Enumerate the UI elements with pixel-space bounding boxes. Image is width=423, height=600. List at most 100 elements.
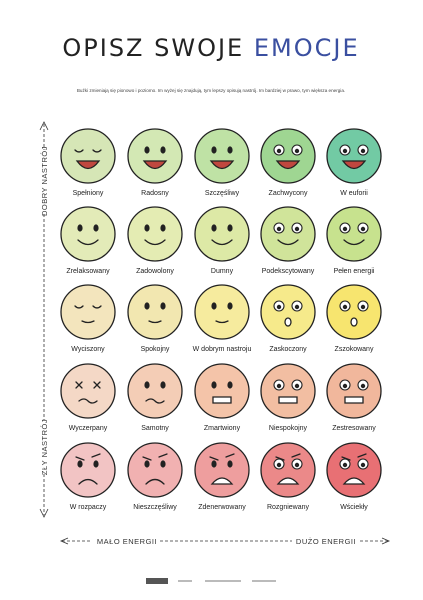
face-label: Podekscytowany	[262, 268, 315, 275]
subtitle: Buźki zmieniają się pionowo i poziomo. I…	[77, 88, 345, 93]
mouth	[75, 160, 101, 170]
pupil	[294, 304, 300, 310]
face	[326, 284, 382, 340]
face-label: Pełen energii	[334, 268, 375, 275]
face-label: Wyczerpany	[69, 425, 108, 432]
face	[127, 442, 183, 498]
eye	[227, 224, 233, 232]
mouth	[81, 320, 95, 324]
face	[326, 206, 382, 262]
eye	[211, 460, 217, 468]
face	[194, 206, 250, 262]
face-circle	[127, 363, 183, 419]
pupil	[342, 148, 348, 154]
eye	[74, 305, 84, 309]
face-label: Wściekły	[340, 504, 368, 511]
eye	[160, 460, 166, 468]
mouth	[144, 239, 166, 246]
face-label: Zaskoczony	[269, 346, 307, 353]
eye	[211, 381, 217, 389]
mouth	[142, 160, 168, 170]
eye	[160, 146, 166, 154]
eye	[77, 460, 83, 468]
face-label: Samotny	[141, 425, 169, 432]
title-part1: OPISZ SWOJE	[62, 34, 244, 62]
face-label: W rozpaczy	[70, 504, 107, 511]
face-label: Zestresowany	[332, 425, 376, 432]
face	[194, 284, 250, 340]
face-label: Spełniony	[73, 190, 104, 197]
face-circle	[260, 128, 316, 184]
brow	[75, 456, 85, 461]
pupil	[294, 462, 300, 468]
face-label: Zdenerwowany	[198, 504, 246, 511]
pupil	[360, 226, 366, 232]
pupil	[294, 148, 300, 154]
face	[326, 442, 382, 498]
face-circle	[260, 442, 316, 498]
mouth	[341, 160, 367, 170]
mouth	[277, 239, 299, 246]
pupil	[342, 383, 348, 389]
energy-axis: MAŁO ENERGII DUŻO ENERGII	[59, 537, 391, 546]
pupil	[360, 304, 366, 310]
pupil	[276, 462, 282, 468]
face-circle	[326, 206, 382, 262]
mouth	[344, 396, 364, 404]
face	[326, 128, 382, 184]
face-circle	[260, 206, 316, 262]
face-circle	[127, 442, 183, 498]
brow	[341, 456, 351, 461]
mouth	[342, 477, 366, 485]
pupil	[294, 383, 300, 389]
axis-gap	[38, 150, 50, 212]
brow	[357, 453, 367, 458]
face	[194, 442, 250, 498]
eye	[144, 302, 150, 310]
brow	[291, 453, 301, 458]
mouth	[350, 317, 358, 327]
footer-line	[205, 580, 241, 582]
eye	[144, 224, 150, 232]
face-label: Spokojny	[141, 346, 170, 353]
pupil	[342, 304, 348, 310]
face	[194, 128, 250, 184]
eye	[77, 224, 83, 232]
mouth	[275, 160, 301, 170]
eye	[160, 302, 166, 310]
mouth	[78, 398, 98, 404]
face-label: W euforii	[340, 190, 368, 197]
face-circle	[127, 206, 183, 262]
face-label: Zachwycony	[269, 190, 308, 197]
face-label: Zmartwiony	[204, 425, 241, 432]
brow	[158, 453, 168, 458]
face-circle	[60, 128, 116, 184]
eye	[93, 381, 101, 389]
face	[260, 128, 316, 184]
eye	[160, 381, 166, 389]
mouth	[343, 239, 365, 246]
mouth	[148, 320, 162, 324]
face	[260, 363, 316, 419]
face	[60, 128, 116, 184]
eye	[227, 146, 233, 154]
mouth	[77, 239, 99, 246]
logo	[146, 578, 168, 584]
face-label: Zadowolony	[136, 268, 174, 275]
pupil	[342, 462, 348, 468]
arrow-left	[59, 537, 69, 545]
face-circle	[260, 284, 316, 340]
eye	[144, 146, 150, 154]
pupil	[360, 383, 366, 389]
brow	[209, 456, 219, 461]
face	[194, 363, 250, 419]
mouth	[145, 398, 165, 404]
face	[60, 442, 116, 498]
face	[60, 284, 116, 340]
face	[127, 206, 183, 262]
pupil	[276, 148, 282, 154]
title: OPISZ SWOJE EMOCJE	[62, 34, 359, 62]
eye	[211, 302, 217, 310]
axis-gap	[38, 420, 50, 474]
footer-line	[252, 580, 276, 582]
